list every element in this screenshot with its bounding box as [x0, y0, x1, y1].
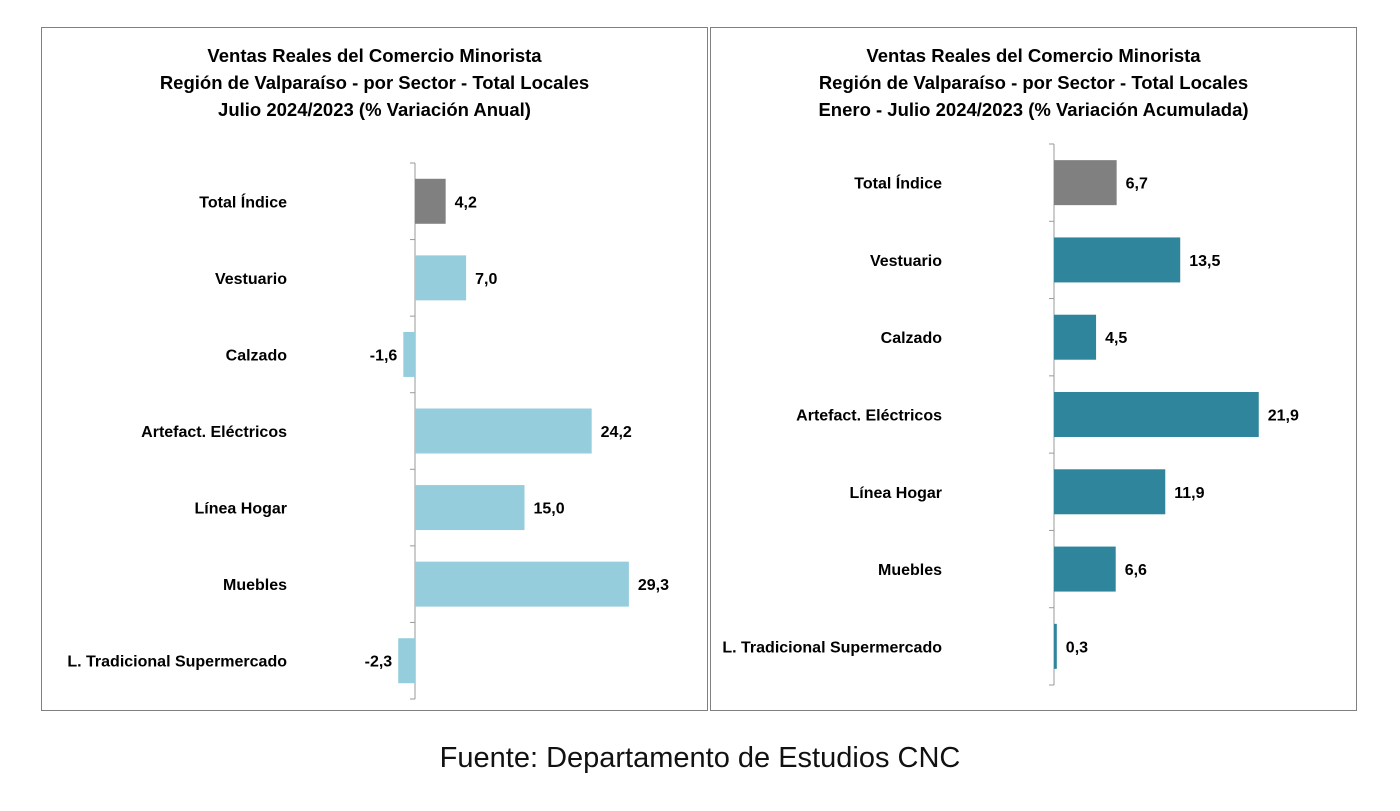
data-label: -1,6: [370, 347, 398, 364]
chart-title-line-3: Enero - Julio 2024/2023 (% Variación Acu…: [818, 99, 1249, 120]
bar: [415, 561, 629, 607]
category-label: Vestuario: [215, 271, 287, 288]
category-label: Total Índice: [199, 192, 287, 211]
bar: [403, 331, 415, 377]
bar: [1054, 469, 1166, 515]
bar: [1054, 237, 1181, 283]
chart-title-line-3: Julio 2024/2023 (% Variación Anual): [218, 99, 531, 120]
category-label: Calzado: [226, 347, 288, 364]
chart-title-line-1: Ventas Reales del Comercio Minorista: [866, 45, 1201, 66]
data-label: 7,0: [475, 271, 497, 288]
source-footer: Fuente: Departamento de Estudios CNC: [439, 742, 961, 774]
data-label: 21,9: [1268, 408, 1299, 425]
bar: [415, 408, 592, 454]
category-label: L. Tradicional Supermercado: [67, 654, 287, 671]
data-label: 6,7: [1126, 176, 1148, 193]
data-label: 15,0: [534, 501, 565, 518]
bar: [1054, 160, 1117, 206]
data-label: 4,5: [1105, 330, 1127, 347]
category-label: Línea Hogar: [850, 485, 942, 502]
bar: [1054, 623, 1057, 669]
category-label: Línea Hogar: [195, 501, 287, 518]
category-label: Artefact. Eléctricos: [141, 424, 287, 441]
chart-title-line-2: Región de Valparaíso - por Sector - Tota…: [159, 72, 590, 93]
data-label: 13,5: [1189, 253, 1220, 270]
chart-panel-annual: Ventas Reales del Comercio Minorista Reg…: [41, 27, 708, 711]
chart-title: Ventas Reales del Comercio Minorista Reg…: [711, 42, 1356, 123]
data-label: 11,9: [1174, 485, 1204, 502]
category-label: L. Tradicional Supermercado: [722, 639, 942, 656]
bar-chart-cumulative: Total Índice 6,7 Vestuario 13,5 Calzado 4,5 Ar…: [722, 143, 1299, 686]
bar: [415, 178, 446, 224]
category-label: Total Índice: [854, 174, 942, 193]
data-label: 6,6: [1125, 562, 1147, 579]
bar: [415, 255, 467, 301]
bar: [1054, 546, 1116, 592]
category-label: Vestuario: [870, 253, 942, 270]
bar: [1054, 392, 1259, 437]
data-label: 0,3: [1066, 639, 1088, 656]
category-label: Muebles: [878, 562, 942, 579]
chart-title-line-2: Región de Valparaíso - por Sector - Tota…: [818, 72, 1249, 93]
bar-chart-annual: Total Índice 4,2 Vestuario 7,0 Calzado -1,6 Ar…: [67, 162, 669, 700]
chart-panel-cumulative: Ventas Reales del Comercio Minorista Reg…: [710, 27, 1357, 711]
data-label: 29,3: [638, 577, 669, 594]
data-label: 4,2: [455, 194, 477, 211]
category-label: Artefact. Eléctricos: [796, 408, 942, 425]
chart-title-line-1: Ventas Reales del Comercio Minorista: [207, 45, 542, 66]
data-label: 24,2: [601, 424, 632, 441]
category-label: Calzado: [881, 330, 943, 347]
data-label: -2,3: [365, 654, 393, 671]
bar: [415, 485, 525, 531]
category-label: Muebles: [223, 577, 287, 594]
bar: [1054, 314, 1097, 360]
bar: [398, 638, 415, 684]
chart-title: Ventas Reales del Comercio Minorista Reg…: [42, 42, 707, 123]
